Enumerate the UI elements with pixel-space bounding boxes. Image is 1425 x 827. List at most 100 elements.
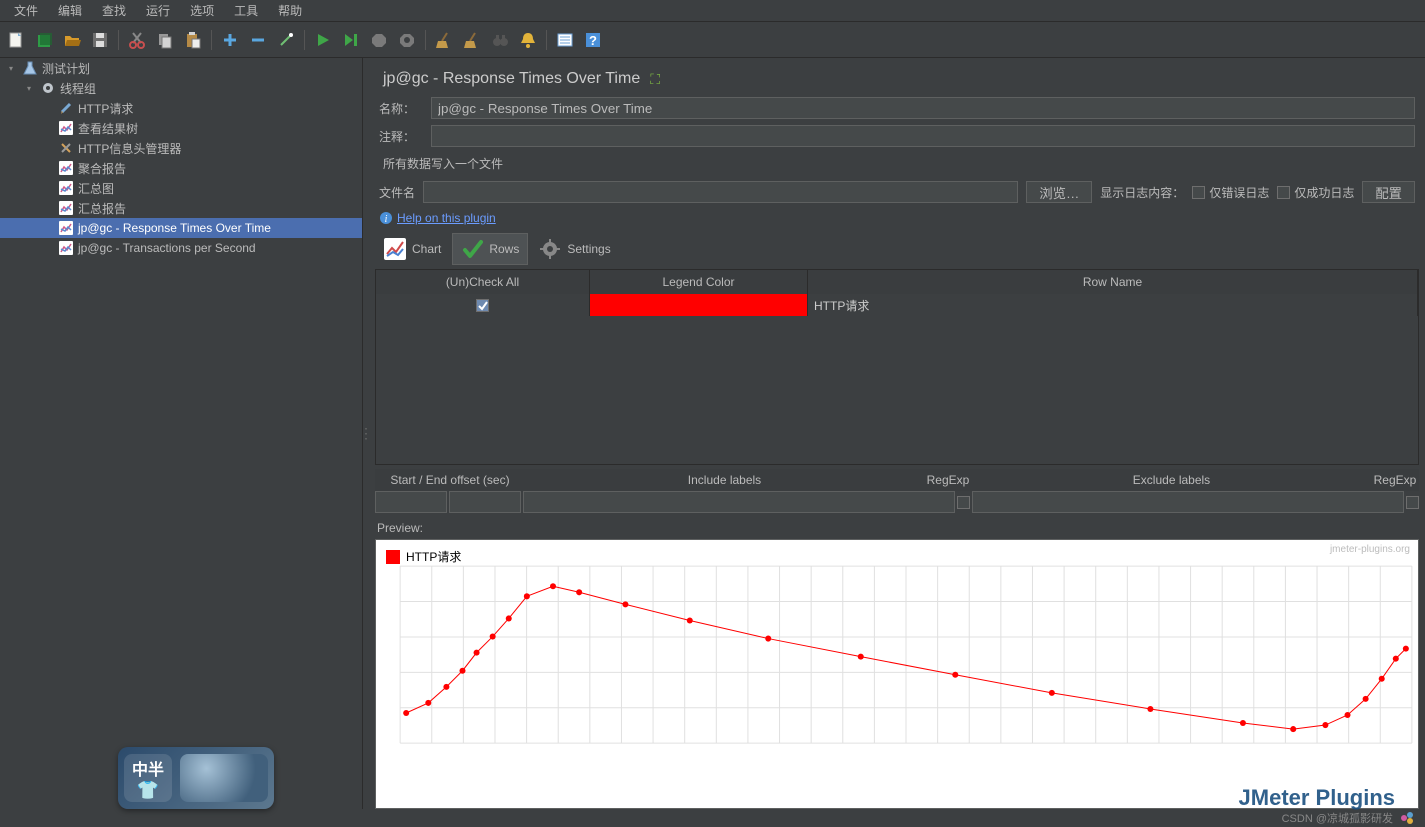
- preview-chart: jmeter-plugins.org HTTP请求: [375, 539, 1419, 809]
- chart-icon: [384, 238, 406, 260]
- offset-inputs: [375, 491, 1419, 517]
- tree-toggle-icon[interactable]: ▾: [22, 81, 36, 95]
- toolbar-sep: [304, 30, 305, 50]
- save-icon[interactable]: [88, 28, 112, 52]
- tree-toggle-icon[interactable]: [40, 221, 54, 235]
- row-checkbox[interactable]: [376, 294, 590, 316]
- ime-widget[interactable]: 中半 👕: [118, 747, 274, 809]
- help-link[interactable]: Help on this plugin: [397, 211, 496, 225]
- list-icon[interactable]: [553, 28, 577, 52]
- chart-svg: [376, 540, 1418, 751]
- expand-icon[interactable]: ⛶: [650, 71, 660, 88]
- info-icon: i: [379, 211, 393, 225]
- include-labels-input[interactable]: [523, 491, 955, 513]
- run-next-icon[interactable]: [339, 28, 363, 52]
- broom1-icon[interactable]: [432, 28, 456, 52]
- chart-sm-icon: [58, 120, 74, 136]
- menu-帮助[interactable]: 帮助: [268, 0, 312, 21]
- templates-icon[interactable]: [32, 28, 56, 52]
- shutdown-icon[interactable]: [395, 28, 419, 52]
- broom2-icon[interactable]: [460, 28, 484, 52]
- binoculars-icon[interactable]: [488, 28, 512, 52]
- stop-icon[interactable]: [367, 28, 391, 52]
- tree-label: 汇总图: [78, 180, 114, 197]
- menu-工具[interactable]: 工具: [224, 0, 268, 21]
- tree-node[interactable]: jp@gc - Response Times Over Time: [0, 218, 362, 238]
- bell-icon[interactable]: [516, 28, 540, 52]
- run-icon[interactable]: [311, 28, 335, 52]
- header-color: Legend Color: [590, 270, 808, 294]
- plus-icon[interactable]: [218, 28, 242, 52]
- tree-node[interactable]: jp@gc - Transactions per Second: [0, 238, 362, 258]
- menu-文件[interactable]: 文件: [4, 0, 48, 21]
- new-icon[interactable]: [4, 28, 28, 52]
- menu-运行[interactable]: 运行: [136, 0, 180, 21]
- help-icon[interactable]: ?: [581, 28, 605, 52]
- end-offset-input[interactable]: [449, 491, 521, 513]
- chart-sm-icon: [58, 200, 74, 216]
- tree-toggle-icon[interactable]: ▾: [4, 61, 18, 75]
- filename-input[interactable]: [423, 181, 1018, 203]
- tree-node[interactable]: HTTP请求: [0, 98, 362, 118]
- exclude-regex-checkbox[interactable]: [1406, 491, 1419, 513]
- tree-node[interactable]: 汇总图: [0, 178, 362, 198]
- menu-编辑[interactable]: 编辑: [48, 0, 92, 21]
- tree-toggle-icon[interactable]: [40, 241, 54, 255]
- table-row[interactable]: HTTP请求: [376, 294, 1418, 316]
- name-row: 名称：: [369, 94, 1425, 122]
- rows-table: (Un)Check All Legend Color Row Name HTTP…: [375, 269, 1419, 465]
- config-button[interactable]: 配置: [1362, 181, 1415, 203]
- tree-label: 线程组: [60, 80, 96, 97]
- copy-icon[interactable]: [153, 28, 177, 52]
- tree-label: 汇总报告: [78, 200, 126, 217]
- name-label: 名称：: [379, 100, 423, 117]
- comment-input[interactable]: [431, 125, 1415, 147]
- only-error-checkbox[interactable]: 仅错误日志: [1192, 184, 1269, 201]
- legend-label: HTTP请求: [406, 548, 461, 565]
- tree-node[interactable]: 汇总报告: [0, 198, 362, 218]
- include-regex-checkbox[interactable]: [957, 491, 970, 513]
- paste-icon[interactable]: [181, 28, 205, 52]
- tree-node[interactable]: HTTP信息头管理器: [0, 138, 362, 158]
- tab-chart[interactable]: Chart: [375, 233, 450, 265]
- exclude-labels-input[interactable]: [972, 491, 1404, 513]
- tab-settings[interactable]: Settings: [530, 233, 619, 265]
- chart-sm-icon: [58, 220, 74, 236]
- ime-text: 中半: [132, 756, 164, 780]
- row-color-swatch[interactable]: [590, 294, 808, 316]
- only-success-checkbox[interactable]: 仅成功日志: [1277, 184, 1354, 201]
- tree-toggle-icon[interactable]: [40, 121, 54, 135]
- offset-header: Start / End offset (sec) Include labels …: [375, 469, 1419, 491]
- name-input[interactable]: [431, 97, 1415, 119]
- hdr-include: Include labels: [525, 469, 924, 491]
- tree-toggle-icon[interactable]: [40, 141, 54, 155]
- browse-button[interactable]: 浏览…: [1026, 181, 1092, 203]
- tree-toggle-icon[interactable]: [40, 101, 54, 115]
- menubar: 文件编辑查找运行选项工具帮助: [0, 0, 1425, 22]
- tree-node[interactable]: ▾ 线程组: [0, 78, 362, 98]
- open-icon[interactable]: [60, 28, 84, 52]
- rows-check-icon: [461, 238, 483, 260]
- menu-查找[interactable]: 查找: [92, 0, 136, 21]
- header-name: Row Name: [808, 270, 1418, 294]
- minus-icon[interactable]: [246, 28, 270, 52]
- menu-选项[interactable]: 选项: [180, 0, 224, 21]
- tab-rows[interactable]: Rows: [452, 233, 528, 265]
- tree-label: HTTP请求: [78, 100, 133, 117]
- tree-node[interactable]: ▾测试计划: [0, 58, 362, 78]
- tree-toggle-icon[interactable]: [40, 201, 54, 215]
- row-name-cell: HTTP请求: [808, 294, 1418, 316]
- ime-artwork: [180, 754, 268, 802]
- rows-body: HTTP请求: [376, 294, 1418, 464]
- cut-icon[interactable]: [125, 28, 149, 52]
- comment-row: 注释：: [369, 122, 1425, 150]
- hdr-exclude: Exclude labels: [972, 469, 1371, 491]
- gear-icon: [539, 238, 561, 260]
- wand-icon[interactable]: [274, 28, 298, 52]
- tree-node[interactable]: 查看结果树: [0, 118, 362, 138]
- tree-toggle-icon[interactable]: [40, 181, 54, 195]
- tree-toggle-icon[interactable]: [40, 161, 54, 175]
- chart-watermark: jmeter-plugins.org: [1330, 544, 1410, 555]
- start-offset-input[interactable]: [375, 491, 447, 513]
- tree-node[interactable]: 聚合报告: [0, 158, 362, 178]
